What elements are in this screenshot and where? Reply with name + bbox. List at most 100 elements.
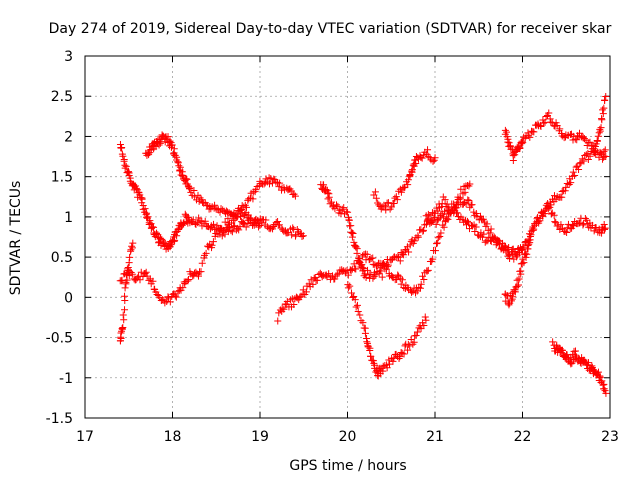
data-point	[142, 268, 150, 276]
data-point	[153, 229, 161, 237]
data-point	[149, 277, 157, 285]
data-point	[535, 219, 543, 227]
data-point	[118, 324, 126, 332]
data-point	[166, 298, 174, 306]
data-point	[408, 288, 416, 296]
x-tick-labels: 17 18 19 20 21 22 23	[76, 429, 619, 445]
data-point	[520, 243, 528, 251]
data-point	[568, 221, 576, 229]
data-point	[211, 201, 219, 209]
data-point	[542, 112, 550, 120]
data-point	[441, 208, 449, 216]
data-point	[421, 313, 429, 321]
data-point	[472, 210, 480, 218]
data-point	[569, 168, 577, 176]
data-point	[545, 109, 553, 117]
data-point	[517, 260, 525, 268]
data-point	[398, 276, 406, 284]
data-point	[174, 288, 182, 296]
data-point	[594, 132, 602, 140]
data-point	[600, 380, 608, 388]
data-point	[189, 216, 197, 224]
y-tick-label: 1.5	[51, 170, 73, 186]
data-point	[592, 224, 600, 232]
data-point	[185, 185, 193, 193]
data-point	[246, 215, 254, 223]
data-point	[586, 152, 594, 160]
data-point	[556, 125, 564, 133]
data-point	[541, 118, 549, 126]
data-point	[466, 180, 474, 188]
data-point	[594, 368, 602, 376]
data-point	[174, 159, 182, 167]
data-point	[544, 205, 552, 213]
data-point	[227, 227, 235, 235]
data-point	[390, 354, 398, 362]
data-point	[123, 270, 131, 278]
data-point	[563, 228, 571, 236]
data-point	[601, 96, 609, 104]
data-point	[503, 133, 511, 141]
data-point	[558, 346, 566, 354]
data-point	[249, 195, 257, 203]
data-point	[599, 381, 607, 389]
x-tick-label: 23	[601, 429, 619, 445]
data-point	[366, 347, 374, 355]
data-point	[372, 194, 380, 202]
data-point	[407, 335, 415, 343]
x-tick-label: 20	[339, 429, 357, 445]
data-point	[492, 241, 500, 249]
data-point	[274, 317, 282, 325]
data-point	[392, 193, 400, 201]
data-point	[596, 372, 604, 380]
data-point	[383, 364, 391, 372]
data-point	[417, 325, 425, 333]
data-point	[346, 282, 354, 290]
data-point	[477, 212, 485, 220]
data-point	[544, 200, 552, 208]
data-point	[219, 226, 227, 234]
data-point	[394, 252, 402, 260]
data-point	[328, 198, 336, 206]
data-point	[423, 267, 431, 275]
data-point	[506, 255, 514, 263]
data-point	[184, 275, 192, 283]
data-point	[409, 239, 417, 247]
x-tick-label: 19	[251, 429, 269, 445]
data-point	[395, 253, 403, 261]
data-point	[397, 188, 405, 196]
x-axis-label: GPS time / hours	[289, 458, 406, 474]
data-point	[575, 165, 583, 173]
data-point	[557, 221, 565, 229]
data-point	[509, 157, 517, 165]
data-point	[289, 224, 297, 232]
data-point	[496, 240, 504, 248]
data-point	[296, 293, 304, 301]
data-point	[522, 253, 530, 261]
data-point	[441, 196, 449, 204]
data-point	[243, 214, 251, 222]
data-point	[465, 197, 473, 205]
y-tick-label: 2.5	[51, 89, 73, 105]
data-point	[465, 219, 473, 227]
data-point	[424, 146, 432, 154]
x-tick-label: 21	[426, 429, 444, 445]
data-point	[179, 171, 187, 179]
x-tick-label: 22	[514, 429, 532, 445]
data-point	[299, 232, 307, 240]
data-point	[579, 221, 587, 229]
data-point	[477, 229, 485, 237]
data-point	[349, 230, 357, 238]
data-point	[344, 208, 352, 216]
data-point	[184, 214, 192, 222]
data-point	[117, 335, 125, 343]
data-point	[576, 129, 584, 137]
data-point	[378, 273, 386, 281]
data-point	[561, 227, 569, 235]
data-point	[556, 225, 564, 233]
data-point	[481, 238, 489, 246]
data-point	[195, 214, 203, 222]
data-point	[401, 183, 409, 191]
data-point	[302, 288, 310, 296]
